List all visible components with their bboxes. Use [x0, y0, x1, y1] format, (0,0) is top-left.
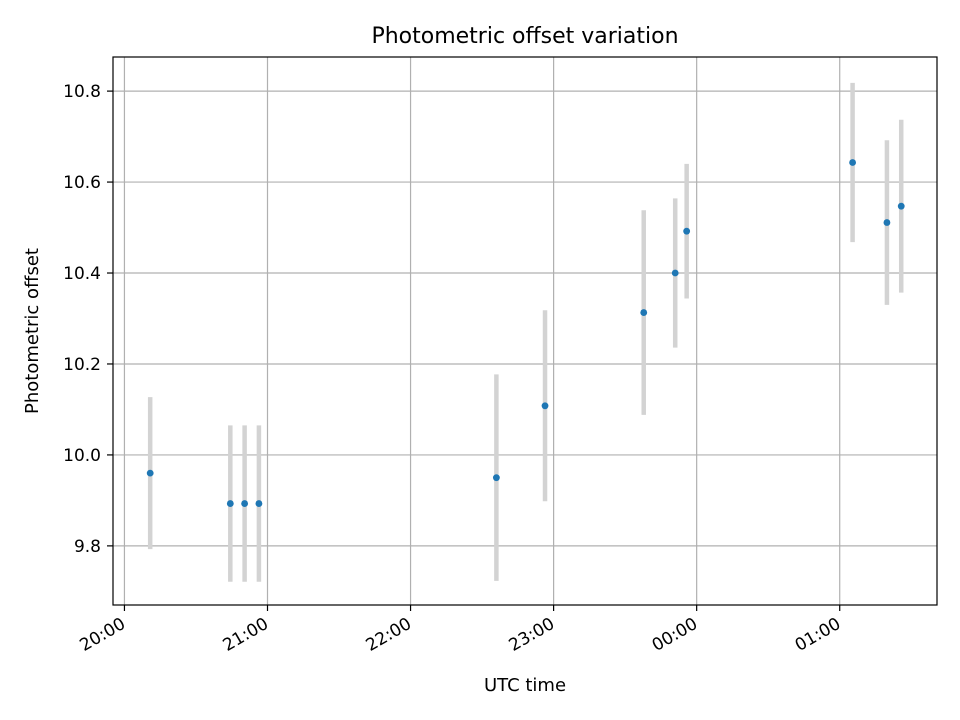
- y-tick-label: 9.8: [74, 537, 101, 557]
- data-point: [541, 402, 549, 410]
- y-tick-label: 10.2: [63, 355, 101, 375]
- data-point: [849, 159, 856, 166]
- y-axis-label: Photometric offset: [22, 248, 43, 414]
- data-point: [226, 500, 234, 507]
- data-points: [146, 159, 905, 507]
- data-point: [492, 474, 500, 482]
- chart-title: Photometric offset variation: [371, 24, 678, 49]
- y-tick-label: 10.8: [63, 82, 101, 102]
- data-point: [883, 219, 891, 226]
- data-point: [897, 202, 905, 210]
- data-point: [640, 309, 648, 316]
- data-point: [683, 227, 691, 235]
- y-tick-label: 10.4: [63, 264, 101, 284]
- x-axis-label: UTC time: [484, 675, 566, 696]
- data-point: [671, 269, 679, 277]
- data-point: [241, 500, 249, 507]
- data-point: [146, 469, 154, 477]
- y-tick-label: 10.0: [63, 446, 101, 466]
- plot-frame: [112, 56, 938, 606]
- y-tick-label: 10.6: [63, 173, 101, 193]
- data-point: [255, 500, 263, 507]
- grid: [113, 57, 937, 605]
